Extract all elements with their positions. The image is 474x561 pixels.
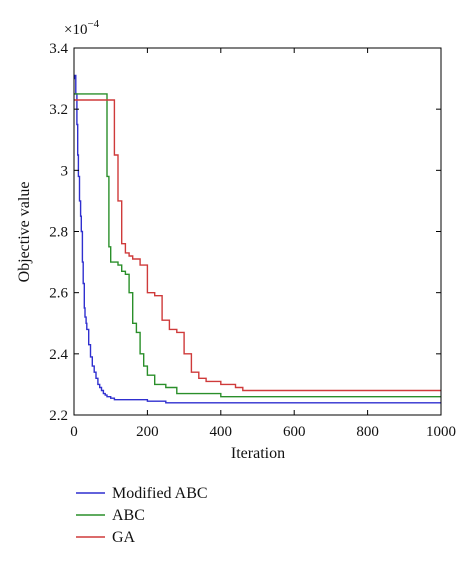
x-tick-label: 400 xyxy=(210,424,233,440)
x-tick-label: 1000 xyxy=(426,424,456,440)
y-tick-label: 2.4 xyxy=(49,347,68,363)
y-tick-label: 2.2 xyxy=(49,408,68,424)
legend-label-2: GA xyxy=(112,529,136,546)
plot-area xyxy=(74,48,441,415)
y-tick-label: 3.4 xyxy=(49,41,68,57)
y-axis-title: Objective value xyxy=(16,182,33,283)
legend: Modified ABC ABC GA xyxy=(76,485,208,546)
x-tick-label: 200 xyxy=(136,424,159,440)
axes: 0 200 400 600 800 1000 2.2 2.4 2.6 2.8 3 3.2 3.4 xyxy=(49,41,456,440)
legend-label-0: Modified ABC xyxy=(112,485,208,502)
plot-background xyxy=(74,48,441,415)
series-line-0 xyxy=(74,74,441,404)
x-tick-label: 0 xyxy=(70,424,78,440)
x-tick-label: 800 xyxy=(356,424,379,440)
series-line-2 xyxy=(74,99,441,392)
y-tick-label: 2.8 xyxy=(49,225,68,241)
x-axis-title: Iteration xyxy=(231,445,285,462)
y-exponent-label: ×10−4 xyxy=(64,18,100,38)
y-tick-label: 3 xyxy=(61,163,69,179)
series-line-1 xyxy=(74,93,441,398)
x-tick-label: 600 xyxy=(283,424,306,440)
legend-label-1: ABC xyxy=(112,507,145,524)
y-tick-label: 2.6 xyxy=(49,286,68,302)
axis-labels: ×10−4 Iteration Objective value xyxy=(16,18,285,462)
series-lines xyxy=(74,74,441,404)
y-tick-label: 3.2 xyxy=(49,102,68,118)
